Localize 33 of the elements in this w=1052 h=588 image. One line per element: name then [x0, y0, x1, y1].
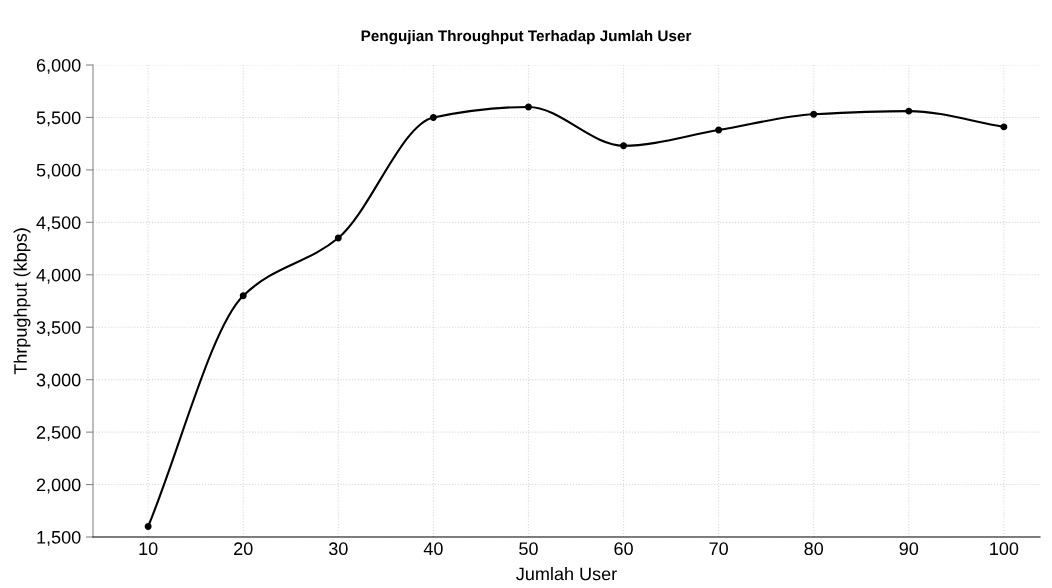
y-tick-label: 5,500 — [36, 111, 81, 127]
point — [144, 523, 152, 530]
y-tick-label: 5,000 — [36, 163, 81, 179]
x-tick-label: 10 — [139, 542, 158, 556]
x-axis-title: Jumlah User — [516, 567, 617, 581]
point — [524, 103, 532, 111]
y-tick-label: 3,500 — [36, 321, 81, 337]
point — [905, 107, 913, 115]
point — [810, 110, 818, 118]
chart-title: Pengujian Throughput Terhadap Jumlah User — [361, 30, 692, 45]
point — [429, 113, 437, 121]
point — [715, 126, 723, 134]
x-tick-label: 60 — [614, 542, 633, 556]
x-tick-label: 40 — [423, 542, 443, 556]
x-tick-label: 80 — [804, 542, 824, 556]
point — [334, 234, 342, 242]
y-tick-label: 4,500 — [36, 216, 81, 232]
y-tick-label: 2,500 — [36, 426, 81, 441]
x-tick-label: 90 — [899, 542, 919, 556]
y-tick-label: 1,500 — [37, 530, 81, 546]
y-tick-label: 3,000 — [36, 373, 81, 389]
y-axis-title: Thrpughput (kbps) — [13, 228, 31, 375]
y-tick-label: 4,000 — [36, 268, 81, 284]
point — [239, 292, 247, 300]
y-tick-label: 6,000 — [36, 58, 81, 74]
point — [620, 142, 628, 150]
x-tick-label: 50 — [519, 542, 538, 556]
y-tick-label: 2,000 — [36, 478, 81, 494]
x-tick-label: 30 — [328, 542, 348, 556]
x-tick-label: 70 — [709, 542, 728, 556]
x-tick-label: 20 — [234, 542, 253, 556]
x-tick-label: 100 — [990, 542, 1019, 556]
point — [1000, 123, 1008, 131]
